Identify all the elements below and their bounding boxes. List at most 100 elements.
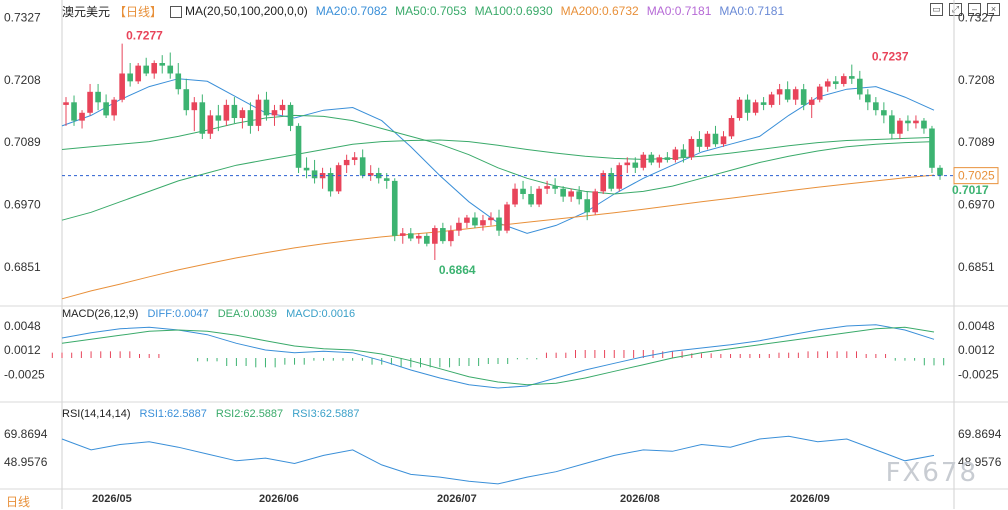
candle-body [929,128,935,168]
candle-body [327,173,334,192]
candle-body [103,102,109,116]
candle-body [592,191,599,213]
candle-body [71,102,77,121]
macd-tick-right: 0.0048 [958,319,995,333]
candle-body [247,110,254,126]
candle-body [712,133,719,145]
macd-header: MACD(26,12,9) DIFF:0.0047 DEA:0.0039 MAC… [62,308,361,320]
candle-body [159,63,166,66]
candle-body [95,91,101,103]
candle-body [303,167,310,171]
candle-body [921,120,927,129]
candle-body [584,199,590,213]
candle-body [800,89,807,105]
candle-body [784,89,791,100]
candle-body [231,104,238,119]
close-icon[interactable]: × [987,3,1000,16]
candle-body [464,217,470,223]
macd-tick-left: 0.0012 [4,343,41,357]
ma50-value: MA50:0.7053 [395,4,467,18]
candle-body [640,154,647,168]
candle-body [760,102,767,105]
candle-body [127,73,133,82]
candle-body [857,78,863,95]
candle-body [472,217,478,226]
price-tick-right: 0.7089 [958,135,995,149]
ma-line-ma100 [61,136,935,221]
candle-body [215,115,222,121]
candle-body [151,63,158,74]
rsi3-value: RSI3:62.5887 [292,408,360,420]
x-label-jul: 2026/07 [437,493,477,505]
candle-body [648,154,655,163]
candle-body [680,149,687,158]
price-annotation: 0.7017 [952,183,989,197]
candle-body [608,173,615,189]
candle-body [865,94,871,103]
candle-body [616,165,623,189]
candle-body [488,217,494,221]
rsi-tick-right: 69.8694 [958,427,1002,441]
macd-diff-value: DIFF:0.0047 [147,308,209,320]
rsi-tick-left: 48.9576 [4,455,48,469]
ma200-value: MA200:0.6732 [560,4,639,18]
candle-body [111,99,117,116]
window-icon[interactable]: ▭ [930,3,943,16]
candle-body [295,125,302,168]
candle-body [167,65,174,74]
ma0-value-b: MA0:0.7181 [719,4,785,18]
candle-body [889,115,895,134]
candle-body [383,178,390,181]
candle-body [672,149,679,160]
candle-body [552,186,558,189]
candle-body [776,89,783,95]
candle-body [183,89,190,111]
rsi-line [61,435,935,485]
candle-body [512,188,518,205]
ma-line-ma50 [61,114,935,195]
price-tick-left: 0.7089 [4,135,41,149]
x-label-may: 2026/05 [92,493,132,505]
macd-macd-value: MACD:0.0016 [286,308,356,320]
candle-body [832,81,839,84]
chart-header: 澳元美元 【日线】 MA(20,50,100,200,0,0) MA20:0.7… [62,3,792,19]
candle-body [416,235,422,239]
expand-icon[interactable]: ⤢ [949,3,962,16]
price-tick-left: 0.7208 [4,73,41,87]
candle-body [544,186,550,189]
candle-body [255,99,262,126]
candle-body [744,99,751,113]
symbol-title: 澳元美元 [62,4,111,19]
candle-body [624,162,631,166]
candle-body [720,136,727,145]
current-price-label: 0.7025 [958,169,995,183]
candle-body [664,157,671,160]
candle-body [840,76,847,84]
candle-body [199,102,206,134]
candle-body [375,173,382,179]
candle-body [752,102,759,113]
candle-body [905,120,911,124]
candle-body [600,173,607,192]
ma-toggle-icon[interactable] [170,6,183,18]
x-label-sep: 2026/09 [790,493,830,505]
candle-body [480,220,486,226]
macd-dea-value: DEA:0.0039 [217,308,278,320]
candle-body [432,228,438,244]
rsi1-value: RSI1:62.5887 [139,408,207,420]
candle-body [143,65,149,74]
candle-body [207,115,214,134]
candle-body [536,188,542,205]
x-label-aug: 2026/08 [620,493,660,505]
rsi-label: RSI(14,14,14) [62,408,131,420]
price-tick-left: 0.6970 [4,197,41,211]
period-selector[interactable]: 【日线】 [114,4,163,19]
candle-body [119,73,125,100]
ma100-value: MA100:0.6930 [474,4,553,18]
candle-body [496,217,502,231]
macd-label: MACD(26,12,9) [62,308,139,320]
minimize-icon[interactable]: – [968,3,981,16]
candle-body [632,162,639,168]
candle-body [279,104,286,111]
